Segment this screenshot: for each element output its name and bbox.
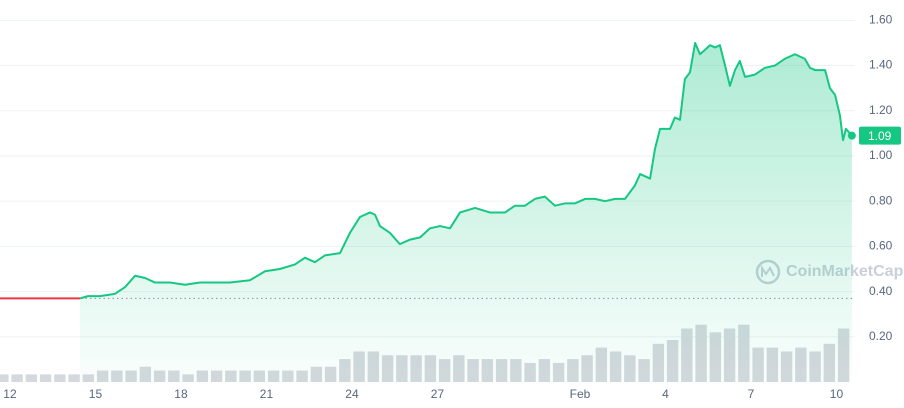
x-tick-label: 10	[830, 387, 844, 401]
price-area	[80, 42, 852, 382]
price-line	[79, 41, 853, 300]
y-tick-label: 1.00	[869, 148, 893, 162]
x-tick-label: 21	[260, 387, 274, 401]
y-tick-label: 1.60	[869, 13, 893, 27]
volume-bar	[39, 374, 52, 382]
last-point	[847, 131, 856, 140]
x-tick-label: 15	[89, 387, 103, 401]
volume-bar	[11, 374, 23, 382]
x-tick-label: 7	[748, 387, 755, 401]
volume-bar	[0, 374, 9, 382]
x-tick-label: 27	[431, 387, 445, 401]
volume-bar	[25, 374, 38, 382]
y-tick-label: 0.20	[869, 329, 893, 343]
x-tick-label: 12	[3, 387, 17, 401]
y-tick-label: 1.20	[869, 103, 893, 117]
volume-bar	[68, 374, 80, 382]
x-tick-label: Feb	[570, 387, 591, 401]
volume-bar	[54, 374, 66, 382]
y-tick-label: 0.80	[869, 193, 893, 207]
x-tick-label: 24	[345, 387, 359, 401]
y-tick-label: 0.40	[869, 284, 893, 298]
last-price-label: 1.09	[868, 129, 892, 143]
y-tick-label: 0.60	[869, 239, 893, 253]
y-tick-label: 1.40	[869, 58, 893, 72]
x-tick-label: 18	[174, 387, 188, 401]
x-tick-label: 4	[662, 387, 669, 401]
last-price-badge	[859, 126, 901, 145]
